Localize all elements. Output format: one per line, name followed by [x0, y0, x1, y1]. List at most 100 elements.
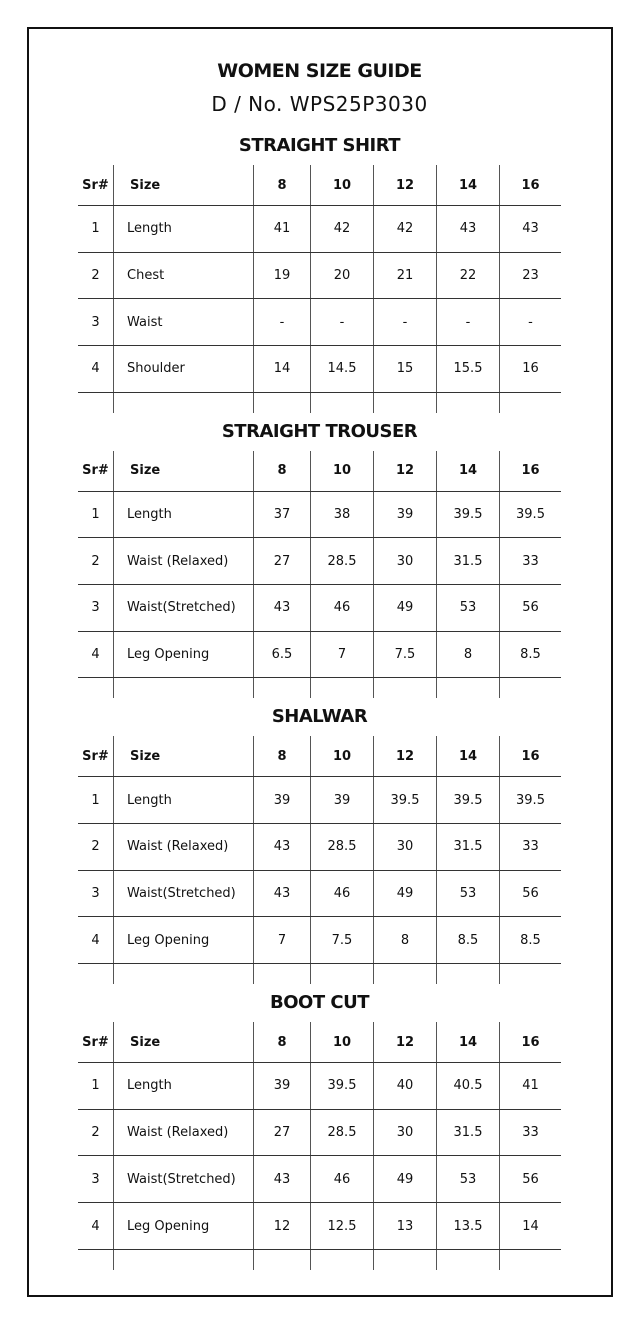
measurement-cell: 15 [373, 346, 436, 392]
row-sr: 1 [91, 1078, 100, 1094]
measurement-cell: 43 [253, 870, 310, 917]
empty-cell [113, 1249, 253, 1270]
row-sr: 3 [91, 1171, 100, 1187]
table-row: 1 Length 37 38 39 39.5 39.5 [78, 491, 561, 539]
empty-cell [78, 678, 113, 698]
measurement-cell: 39.5 [436, 491, 499, 538]
empty-cell [499, 964, 561, 985]
empty-cell [78, 964, 113, 984]
empty-cell [310, 964, 373, 985]
empty-cell [253, 964, 310, 985]
row-label: Waist(Stretched) [113, 1156, 253, 1203]
row-label: Waist [113, 299, 253, 346]
measurement-cell: 42 [310, 206, 373, 252]
header-sr: Sr# [82, 1034, 109, 1050]
row-label: Leg Opening [113, 1203, 253, 1249]
measurement-cell: 28.5 [310, 824, 373, 870]
table-row-empty [78, 964, 561, 985]
measurement-cell: 43 [253, 824, 310, 870]
row-label: Waist (Relaxed) [113, 824, 253, 870]
empty-cell [253, 392, 310, 413]
size-table: Sr# Size 8 10 12 14 16 1 Length 41 42 42 43 43 2 C… [78, 165, 561, 413]
measurement-cell: 12 [253, 1203, 310, 1249]
empty-cell [113, 964, 253, 985]
measurement-cell: 27 [253, 1109, 310, 1156]
empty-cell [436, 678, 499, 699]
measurement-cell: 16 [499, 346, 561, 392]
empty-cell [499, 392, 561, 413]
row-sr: 2 [91, 553, 100, 569]
row-label: Chest [113, 252, 253, 299]
table-header: Sr# Size 8 10 12 14 16 [78, 1022, 561, 1064]
row-sr: 3 [91, 600, 100, 616]
row-label: Length [113, 206, 253, 252]
empty-cell [436, 1249, 499, 1270]
measurement-cell: 23 [499, 252, 561, 299]
row-label: Length [113, 1063, 253, 1109]
size-table: Sr# Size 8 10 12 14 16 1 Length 39 39 39.5 39.5 39… [78, 736, 561, 985]
page-border [27, 27, 613, 1297]
measurement-cell: 39.5 [499, 777, 561, 824]
measurement-cell: 53 [436, 585, 499, 631]
empty-cell [373, 392, 436, 413]
measurement-cell: 56 [499, 585, 561, 631]
size-section: STRAIGHT TROUSER Sr# Size 8 10 12 14 16 1 Len… [0, 416, 639, 702]
measurement-cell: - [253, 299, 310, 346]
empty-cell [253, 1249, 310, 1270]
measurement-cell: 13.5 [436, 1203, 499, 1249]
row-sr: 2 [91, 1125, 100, 1141]
measurement-cell: 56 [499, 870, 561, 917]
table-row-empty [78, 392, 561, 413]
measurement-cell: 19 [253, 252, 310, 299]
measurement-cell: 30 [373, 824, 436, 870]
table-row: 4 Shoulder 14 14.5 15 15.5 16 [78, 346, 561, 393]
measurement-cell: 46 [310, 1156, 373, 1203]
measurement-cell: 42 [373, 206, 436, 252]
page-title: WOMEN SIZE GUIDE [217, 60, 422, 82]
header-size-value: 10 [310, 736, 373, 777]
table-row: 3 Waist(Stretched) 43 46 49 53 56 [78, 870, 561, 918]
measurement-cell: 6.5 [253, 631, 310, 678]
section-title: STRAIGHT SHIRT [238, 135, 401, 156]
table-row: 4 Leg Opening 7 7.5 8 8.5 8.5 [78, 917, 561, 965]
empty-cell [499, 678, 561, 699]
measurement-cell: 33 [499, 538, 561, 585]
row-sr: 1 [91, 507, 100, 523]
measurement-cell: 39 [310, 777, 373, 824]
empty-cell [78, 393, 113, 413]
measurement-cell: 7.5 [373, 631, 436, 678]
row-sr: 1 [91, 792, 100, 808]
section-title: STRAIGHT TROUSER [221, 420, 418, 442]
section-title: BOOT CUT [270, 992, 369, 1014]
measurement-cell: 31.5 [436, 538, 499, 585]
row-label: Length [113, 491, 253, 538]
measurement-cell: 38 [310, 491, 373, 538]
table-row: 1 Length 39 39 39.5 39.5 39.5 [78, 777, 561, 825]
measurement-cell: 53 [436, 1156, 499, 1203]
header-size-value: 10 [310, 1022, 373, 1063]
table-row: 4 Leg Opening 12 12.5 13 13.5 14 [78, 1203, 561, 1250]
design-number: D / No. WPS25P3030 [211, 92, 428, 116]
table-row: 1 Length 41 42 42 43 43 [78, 206, 561, 253]
row-sr: 3 [91, 886, 100, 902]
measurement-cell: 20 [310, 252, 373, 299]
measurement-cell: 33 [499, 1109, 561, 1156]
header-size-value: 8 [253, 1022, 310, 1063]
size-table: Sr# Size 8 10 12 14 16 1 Length 37 38 39 39.5 39.5… [78, 450, 561, 699]
measurement-cell: 37 [253, 491, 310, 538]
measurement-cell: 7 [310, 631, 373, 678]
measurement-cell: 43 [253, 585, 310, 631]
measurement-cell: 15.5 [436, 346, 499, 392]
empty-cell [310, 392, 373, 413]
measurement-cell: 28.5 [310, 1109, 373, 1156]
size-section: BOOT CUT Sr# Size 8 10 12 14 16 1 Length 39 39.… [0, 987, 639, 1273]
row-sr: 4 [91, 1218, 100, 1234]
header-size-value: 14 [436, 736, 499, 777]
row-label: Leg Opening [113, 917, 253, 964]
measurement-cell: 46 [310, 870, 373, 917]
header-size-value: 8 [253, 165, 310, 205]
measurement-cell: 8.5 [499, 917, 561, 964]
measurement-cell: 49 [373, 870, 436, 917]
measurement-cell: 14 [499, 1203, 561, 1249]
